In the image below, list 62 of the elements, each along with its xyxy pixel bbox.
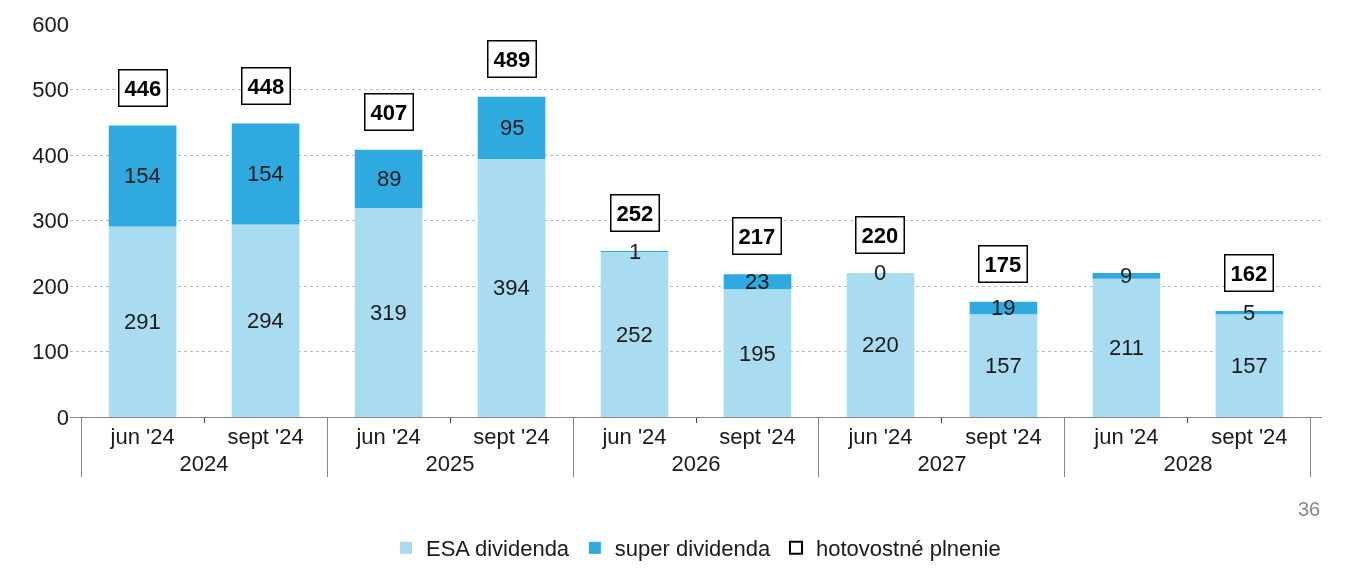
bar bbox=[723, 289, 792, 417]
y-tick-label: 600 bbox=[32, 11, 69, 37]
bar bbox=[969, 314, 1038, 417]
bar bbox=[108, 125, 177, 227]
data-label: 0 bbox=[874, 260, 887, 285]
text: 2027 bbox=[917, 451, 967, 477]
total-label: 217 bbox=[738, 223, 776, 249]
text: 2028 bbox=[1163, 451, 1213, 477]
data-label: 294 bbox=[247, 308, 284, 333]
total-label: 407 bbox=[370, 99, 408, 125]
data-label: 19 bbox=[991, 295, 1016, 320]
data-label: 394 bbox=[493, 275, 530, 300]
y-tick-label: 200 bbox=[32, 273, 69, 299]
total-label: 489 bbox=[493, 46, 531, 72]
y-tick-label: 300 bbox=[32, 208, 69, 234]
data-label: 23 bbox=[745, 269, 770, 294]
legend-label: hotovostné plnenie bbox=[815, 536, 1001, 562]
total-label: 220 bbox=[861, 222, 899, 248]
x-tick-label: jun '24 bbox=[1093, 424, 1159, 450]
y-tick-label: 500 bbox=[32, 77, 69, 103]
y-tick-label: 100 bbox=[32, 339, 69, 365]
data-label: 154 bbox=[124, 163, 161, 188]
total-label: 175 bbox=[984, 251, 1022, 277]
bar bbox=[477, 158, 546, 417]
data-label: 220 bbox=[862, 332, 899, 357]
text: 2025 bbox=[425, 451, 475, 477]
x-tick-label: sept '24 bbox=[1211, 424, 1288, 450]
data-label: 319 bbox=[370, 300, 407, 325]
total-label: 162 bbox=[1230, 260, 1268, 286]
bar bbox=[108, 226, 177, 417]
bar bbox=[231, 224, 300, 417]
data-label: 291 bbox=[124, 309, 161, 334]
data-label: 211 bbox=[1109, 335, 1145, 360]
total-label: 252 bbox=[616, 200, 654, 226]
total-label: 446 bbox=[124, 75, 162, 101]
text: 2024 bbox=[179, 451, 229, 477]
y-tick-label: 400 bbox=[32, 142, 69, 168]
data-label: 157 bbox=[985, 353, 1022, 378]
bar bbox=[231, 123, 300, 225]
total-label: 448 bbox=[247, 73, 285, 99]
data-label: 95 bbox=[500, 115, 525, 140]
x-tick-label: sept '24 bbox=[473, 424, 550, 450]
x-tick-label: sept '24 bbox=[227, 424, 304, 450]
x-tick-label: sept '24 bbox=[965, 424, 1042, 450]
bar bbox=[354, 208, 423, 417]
data-label: 195 bbox=[739, 341, 776, 366]
text: 36 bbox=[1298, 498, 1321, 520]
x-tick-label: jun '24 bbox=[847, 424, 913, 450]
x-tick-label: jun '24 bbox=[601, 424, 667, 450]
x-tick-label: jun '24 bbox=[355, 424, 421, 450]
bar bbox=[477, 96, 546, 159]
x-tick-label: jun '24 bbox=[109, 424, 175, 450]
legend-label: ESA dividenda bbox=[426, 536, 570, 562]
text: 2026 bbox=[671, 451, 721, 477]
x-tick-label: sept '24 bbox=[719, 424, 796, 450]
data-label: 154 bbox=[247, 161, 284, 186]
data-label: 252 bbox=[616, 322, 653, 347]
data-label: 89 bbox=[377, 166, 402, 191]
y-tick-label: 0 bbox=[56, 404, 69, 430]
legend-label: super dividenda bbox=[614, 536, 771, 562]
data-label: 157 bbox=[1231, 353, 1268, 378]
bar bbox=[354, 149, 423, 209]
